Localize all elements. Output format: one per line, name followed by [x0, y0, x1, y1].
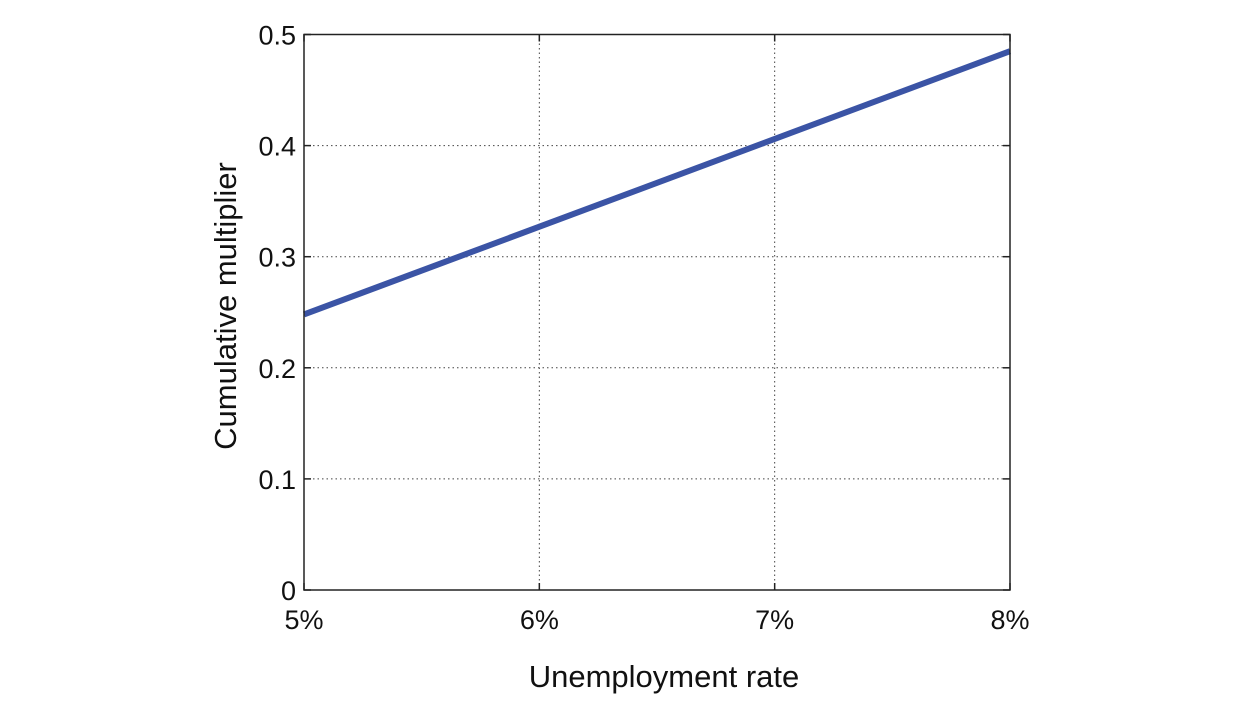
series	[302, 48, 1012, 318]
x-axis-label: Unemployment rate	[529, 659, 800, 694]
y-axis-label: Cumulative multiplier	[208, 162, 243, 450]
x-tick-label: 6%	[520, 605, 559, 635]
y-tick-label: 0.5	[258, 21, 296, 51]
y-tick-label: 0.3	[258, 243, 296, 273]
x-tick-label: 8%	[990, 605, 1029, 635]
y-tick-label: 0.4	[258, 132, 296, 162]
x-tick-label: 5%	[284, 605, 323, 635]
plot-frame	[303, 33, 1011, 591]
y-tick-label: 0.1	[258, 465, 296, 495]
y-tick-label: 0.2	[258, 354, 296, 384]
ticks: 5% 6% 7% 8% 0 0.1 0.2 0.3 0.4 0.5	[258, 21, 1029, 636]
x-tick-label: 7%	[755, 605, 794, 635]
series-line	[302, 48, 1012, 318]
grid	[304, 34, 1010, 590]
y-tick-label: 0	[281, 576, 296, 606]
